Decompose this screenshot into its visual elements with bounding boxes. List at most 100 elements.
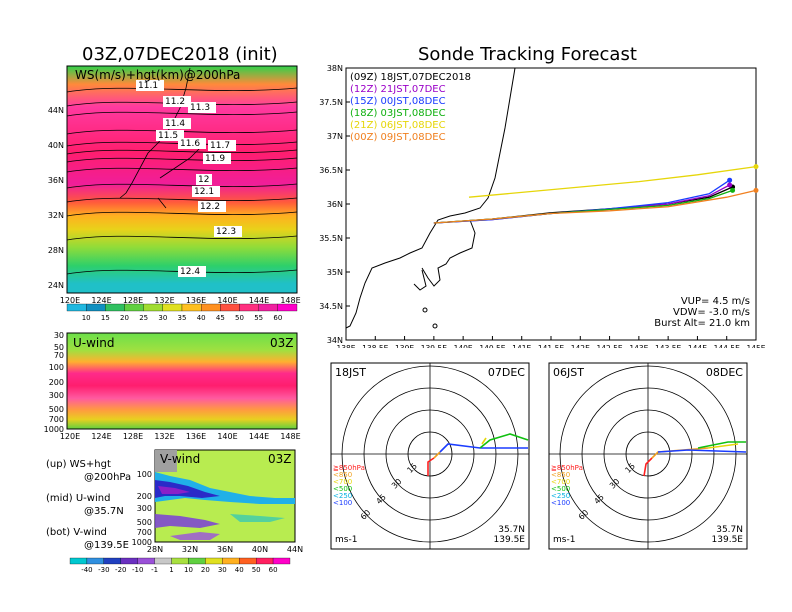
v-colorbar-swatch — [205, 557, 223, 565]
hodo-time: 06JST — [553, 366, 584, 379]
track-lon-tick: 139E — [395, 344, 414, 348]
contour-label: 11.5 — [158, 131, 178, 141]
height-contour — [66, 211, 298, 217]
hodo-trace — [643, 457, 653, 477]
u-pressure-tick: 50 — [54, 343, 64, 352]
ws-colorbar-swatch — [105, 303, 125, 312]
v-lat-tick: 44N — [287, 545, 303, 554]
track-lat-tick: 34.5N — [319, 302, 343, 311]
v-colorbar-swatch — [239, 557, 257, 565]
hodo-level-label: <100 — [551, 499, 570, 507]
ws-colorbar-label: 20 — [120, 314, 129, 322]
track-lat-tick: 34N — [327, 336, 343, 345]
sonde-track-end — [727, 177, 733, 183]
v-lat-ticks: 28N 32N 36N 40N 44N — [147, 545, 303, 554]
ws-colorbar: 10 15 20 25 30 35 40 45 50 55 60 — [66, 303, 298, 322]
u-lon-ticks: 120E 124E 128E 132E 136E 140E 144E 148E — [60, 432, 301, 441]
ws-colorbar-swatch — [277, 303, 298, 312]
map-lon-tick: 124E — [91, 296, 111, 305]
track-lon-tick: 141.5E — [538, 344, 564, 348]
height-contour — [66, 235, 298, 241]
track-lon-tick: 142E — [571, 344, 590, 348]
track-title: Sonde Tracking Forecast — [418, 44, 637, 65]
track-lon-tick: 141E — [512, 344, 531, 348]
ws-colorbar-label: 45 — [216, 314, 225, 322]
height-contour — [66, 183, 298, 189]
map-lon-tick: 132E — [154, 296, 174, 305]
v-pressure-tick: 500 — [137, 518, 152, 527]
v-colorbar-label: -10 — [132, 566, 143, 574]
track-lat-tick: 37N — [327, 132, 343, 141]
hodo-trace — [479, 433, 529, 449]
ws-colorbar-swatch — [220, 303, 240, 312]
contour-label: 12.3 — [216, 227, 236, 237]
ws-colorbar-swatch — [181, 303, 202, 312]
ws-colorbar-label: 25 — [139, 314, 148, 322]
v-lat-tick: 28N — [147, 545, 163, 554]
track-lon-tick: 143E — [629, 344, 648, 348]
height-contour — [66, 269, 298, 275]
map-lon-tick: 140E — [217, 296, 237, 305]
hodograph-panels: 18JST 07DEC35.7N139.5Ems-115304560≧850hPa… — [330, 362, 748, 550]
u-lon-tick: 140E — [217, 432, 237, 441]
track-lon-tick: 144E — [688, 344, 707, 348]
u-wind-frame — [66, 332, 298, 430]
v-colorbar-label: -1 — [151, 566, 158, 574]
hodo-unit: ms-1 — [335, 535, 357, 545]
hodo-lon: 139.5E — [712, 535, 744, 545]
map-lat-tick: 40N — [48, 141, 64, 150]
ws-colorbar-label: 15 — [101, 314, 110, 322]
hodo-level-label: <250 — [333, 492, 352, 500]
legend-mid: (mid) U-wind — [46, 493, 111, 504]
track-legend-entry: (15Z) 00JST,08DEC — [350, 96, 446, 107]
u-pressure-tick: 700 — [49, 415, 64, 424]
height-contour — [66, 149, 298, 155]
contour-labels: 11.1 11.2 11.3 11.4 11.511.6 11.7 11.9 12 12.1 12… — [136, 80, 242, 277]
hodo-level-label: <700 — [551, 478, 570, 486]
v-colorbar-label: 10 — [184, 566, 193, 574]
ws-colorbar-label: 35 — [178, 314, 187, 322]
v-pressure-tick: 1000 — [132, 538, 152, 547]
contour-label: 12.4 — [180, 267, 200, 277]
contour-label: 11.6 — [180, 139, 200, 149]
height-contour — [66, 157, 298, 163]
hodo-unit: ms-1 — [553, 535, 575, 545]
track-legend-entry: (21Z) 06JST,08DEC — [350, 120, 446, 131]
v-colorbar-label: -20 — [115, 566, 126, 574]
hodo-time: 18JST — [335, 366, 366, 379]
track-lat-tick: 38N — [327, 64, 343, 73]
hodo-lat: 35.7N — [498, 525, 525, 535]
v-label: V-wind — [160, 452, 200, 466]
v-colorbar: -40 -30 -20 -10 -1 1 10 20 30 40 50 60 — [69, 557, 291, 574]
map-lat-tick: 24N — [48, 281, 64, 290]
track-legend-entry: (00Z) 09JST,08DEC — [350, 132, 446, 143]
ws-colorbar-swatch — [66, 303, 87, 312]
track-map-panel: 38N 37.5N 37N 36.5N 36N 35.5N 35N 34.5N 34N138E 1… — [319, 64, 766, 348]
map-lon-tick: 136E — [186, 296, 206, 305]
v-pressure-tick: 700 — [137, 528, 152, 537]
contour-label: 11.7 — [210, 141, 230, 151]
hodo-trace — [657, 449, 747, 453]
ws-colorbar-label: 10 — [82, 314, 91, 322]
hodo-level-label: <850 — [333, 471, 352, 479]
ws-colorbar-label: 30 — [158, 314, 167, 322]
contour-label: 11.2 — [165, 97, 185, 107]
v-colorbar-label: 40 — [235, 566, 244, 574]
track-lon-tick: 143.5E — [655, 344, 681, 348]
map-lon-ticks: 120E 124E 128E 132E 136E 140E 144E 148E — [60, 296, 301, 305]
ws-colorbar-label: 55 — [254, 314, 263, 322]
v-colorbar-swatch — [69, 557, 88, 565]
hodograph-panel: 06JST 08DEC35.7N139.5Ems-115304560≧850hPa… — [548, 362, 748, 550]
contour-label: 11.9 — [205, 154, 225, 164]
u-pressure-tick: 30 — [54, 331, 64, 340]
v-colorbar-label: 20 — [201, 566, 210, 574]
track-lat-tick: 36.5N — [319, 166, 343, 175]
map-lat-ticks: 24N 28N 32N 36N 40N 44N — [48, 106, 64, 290]
hodo-level-label: <100 — [333, 499, 352, 507]
ws-colorbar-swatch — [258, 303, 278, 312]
map-lat-tick: 36N — [48, 176, 64, 185]
u-lon-tick: 144E — [249, 432, 269, 441]
map-lon-tick: 128E — [123, 296, 143, 305]
